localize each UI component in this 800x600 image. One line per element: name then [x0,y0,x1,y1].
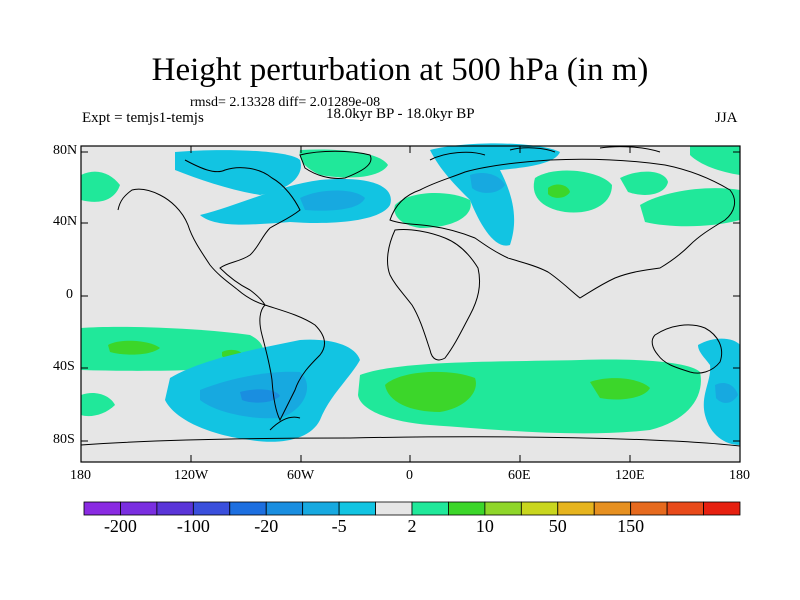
colorbar-swatch [593,501,632,516]
colorbar-label: 150 [617,516,645,536]
coast-eurasia [389,158,736,299]
colorbar-label: -100 [176,516,210,536]
coast-greenland [299,150,372,179]
coast-south-america [259,304,326,422]
colorbar-label: -5 [331,516,347,536]
colorbar-swatch [192,501,231,516]
colorbar-label: 2 [407,516,417,536]
contour-regions [81,143,740,445]
lat-tick-80n: 80N [53,143,78,158]
lon-tick-60e: 60E [508,468,531,483]
contour-central-asia-core [548,184,570,198]
contour-atlantic-core [300,190,365,211]
colorbar-label: 50 [548,516,567,536]
lat-tick-40s: 40S [53,359,75,374]
colorbar-swatch [703,501,741,516]
colorbar [83,501,741,516]
colorbar-label: 10 [475,516,494,536]
colorbar-swatch [265,501,304,516]
stats-text: rmsd= 2.13328 diff= 2.01289e-08 [190,95,381,110]
contour-south-pacific-core-a [108,340,160,355]
lon-tick-120w: 120W [174,468,209,483]
coast-australia [651,324,723,374]
contour-siberia-green [620,171,668,195]
colorbar-label: -200 [103,516,137,536]
colorbar-swatch [520,501,559,516]
colorbar-swatch [484,501,522,516]
lon-tick-0: 0 [406,468,413,483]
colorbar-swatch [448,501,486,516]
coast-antarctic-peninsula [269,416,301,431]
contour-arctic-russia-blue [430,143,560,246]
contour-sa-core [240,389,280,403]
contour-asia-core [470,173,505,193]
lon-tick-60w: 60W [287,468,315,483]
colorbar-swatch [375,501,413,516]
contour-tasman-mid [715,383,738,403]
contour-nh-pacific-green [81,171,120,202]
contour-arctic-east-green [690,146,740,175]
coast-arctic-islands [429,146,661,161]
coast-africa [387,229,481,361]
lon-tick-120e: 120E [615,468,645,483]
colorbar-swatch [156,501,194,516]
contour-arctic-canada-blue [175,150,301,195]
contour-central-asia-green [533,170,612,213]
coastlines [80,146,741,447]
colorbar-swatch [411,501,449,516]
lat-tick-0: 0 [66,287,73,302]
lon-tick-180e: 180 [729,468,750,483]
experiment-label: Expt = temjs1-temjs [82,110,204,126]
contour-southern-ocean-core-a [385,371,476,412]
colorbar-swatch [302,501,340,516]
colorbar-swatch [666,501,704,516]
coast-north-america [117,159,301,306]
colorbar-swatch [630,501,668,516]
lon-tick-180w: 180 [70,468,91,483]
colorbar-swatch [83,501,121,516]
contour-greenland-green [299,149,388,178]
lat-tick-40n: 40N [53,214,78,229]
colorbar-swatch [557,501,595,516]
contour-nw-pacific-green [640,188,740,227]
coast-antarctica [80,436,741,447]
contour-europe-green [394,193,471,228]
period-label: 18.0kyr BP - 18.0kyr BP [326,106,475,122]
contour-south-pacific-west-green [81,393,115,417]
colorbar-swatch [120,501,158,516]
contour-southern-ocean-core-b [590,378,650,400]
colorbar-swatch [229,501,267,516]
chart-title: Height perturbation at 500 hPa (in m) [151,52,649,88]
colorbar-swatch [338,501,376,516]
axis-ticks [80,146,741,462]
colorbar-label: -20 [254,516,279,536]
lat-tick-80s: 80S [53,432,75,447]
season-label: JJA [715,110,738,126]
